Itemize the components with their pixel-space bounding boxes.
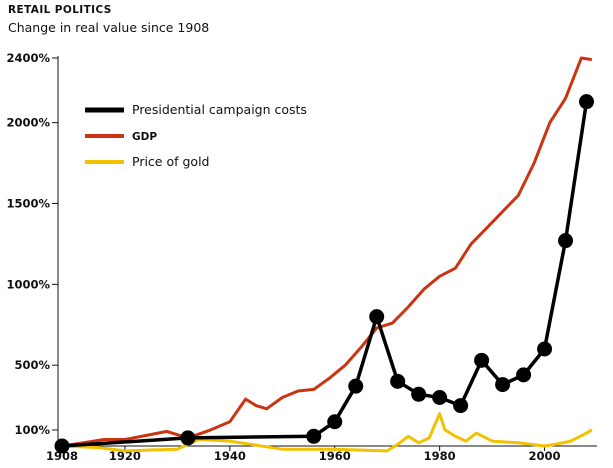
data-point-presidential-campaign-costs (579, 94, 595, 110)
chart-kicker: RETAIL POLITICS (8, 4, 112, 16)
data-point-presidential-campaign-costs (390, 373, 406, 389)
legend-label: Presidential campaign costs (132, 102, 307, 117)
data-point-presidential-campaign-costs (495, 377, 511, 393)
legend-label: GDP (132, 131, 157, 143)
data-point-presidential-campaign-costs (474, 352, 490, 368)
y-tick-label: 100% (14, 423, 50, 437)
data-point-presidential-campaign-costs (327, 414, 343, 430)
y-tick-label: 2400% (6, 51, 50, 65)
x-tick-label: 1920 (109, 449, 141, 463)
series-line-gdp (61, 56, 593, 448)
y-tick-label: 2000% (6, 116, 50, 130)
x-tick-label: 1908 (46, 449, 78, 463)
data-point-presidential-campaign-costs (537, 341, 553, 357)
data-point-presidential-campaign-costs (558, 233, 574, 249)
x-tick-label: 1960 (319, 449, 351, 463)
data-point-presidential-campaign-costs (54, 438, 70, 454)
data-point-presidential-campaign-costs (432, 390, 448, 405)
data-point-presidential-campaign-costs (180, 430, 196, 446)
x-tick-label: 1940 (214, 449, 246, 463)
chart-title: Change in real value since 1908 (8, 20, 210, 35)
x-tick-label: 2000 (529, 449, 561, 463)
legend-label: Price of gold (132, 154, 209, 169)
y-tick-label: 1000% (6, 277, 50, 291)
legend: Presidential campaign costs GDP Price of g… (85, 102, 307, 169)
data-point-presidential-campaign-costs (348, 378, 364, 394)
y-tick-label: 1500% (6, 197, 50, 211)
series-line-price-of-gold (61, 412, 593, 453)
data-point-presidential-campaign-costs (411, 386, 427, 402)
x-axis: 1908 1920 1940 1960 1980 2000 (46, 445, 597, 463)
series-line-presidential-campaign-costs (61, 101, 589, 448)
plot-area (54, 56, 595, 454)
data-point-presidential-campaign-costs (306, 428, 322, 444)
data-point-presidential-campaign-costs (516, 367, 532, 383)
data-point-presidential-campaign-costs (453, 398, 469, 414)
y-axis: 100% 500% 1000% 1500% 2000% 2400% (6, 51, 59, 446)
data-point-presidential-campaign-costs (369, 309, 385, 325)
y-tick-label: 500% (14, 358, 50, 372)
x-tick-label: 1980 (424, 449, 456, 463)
